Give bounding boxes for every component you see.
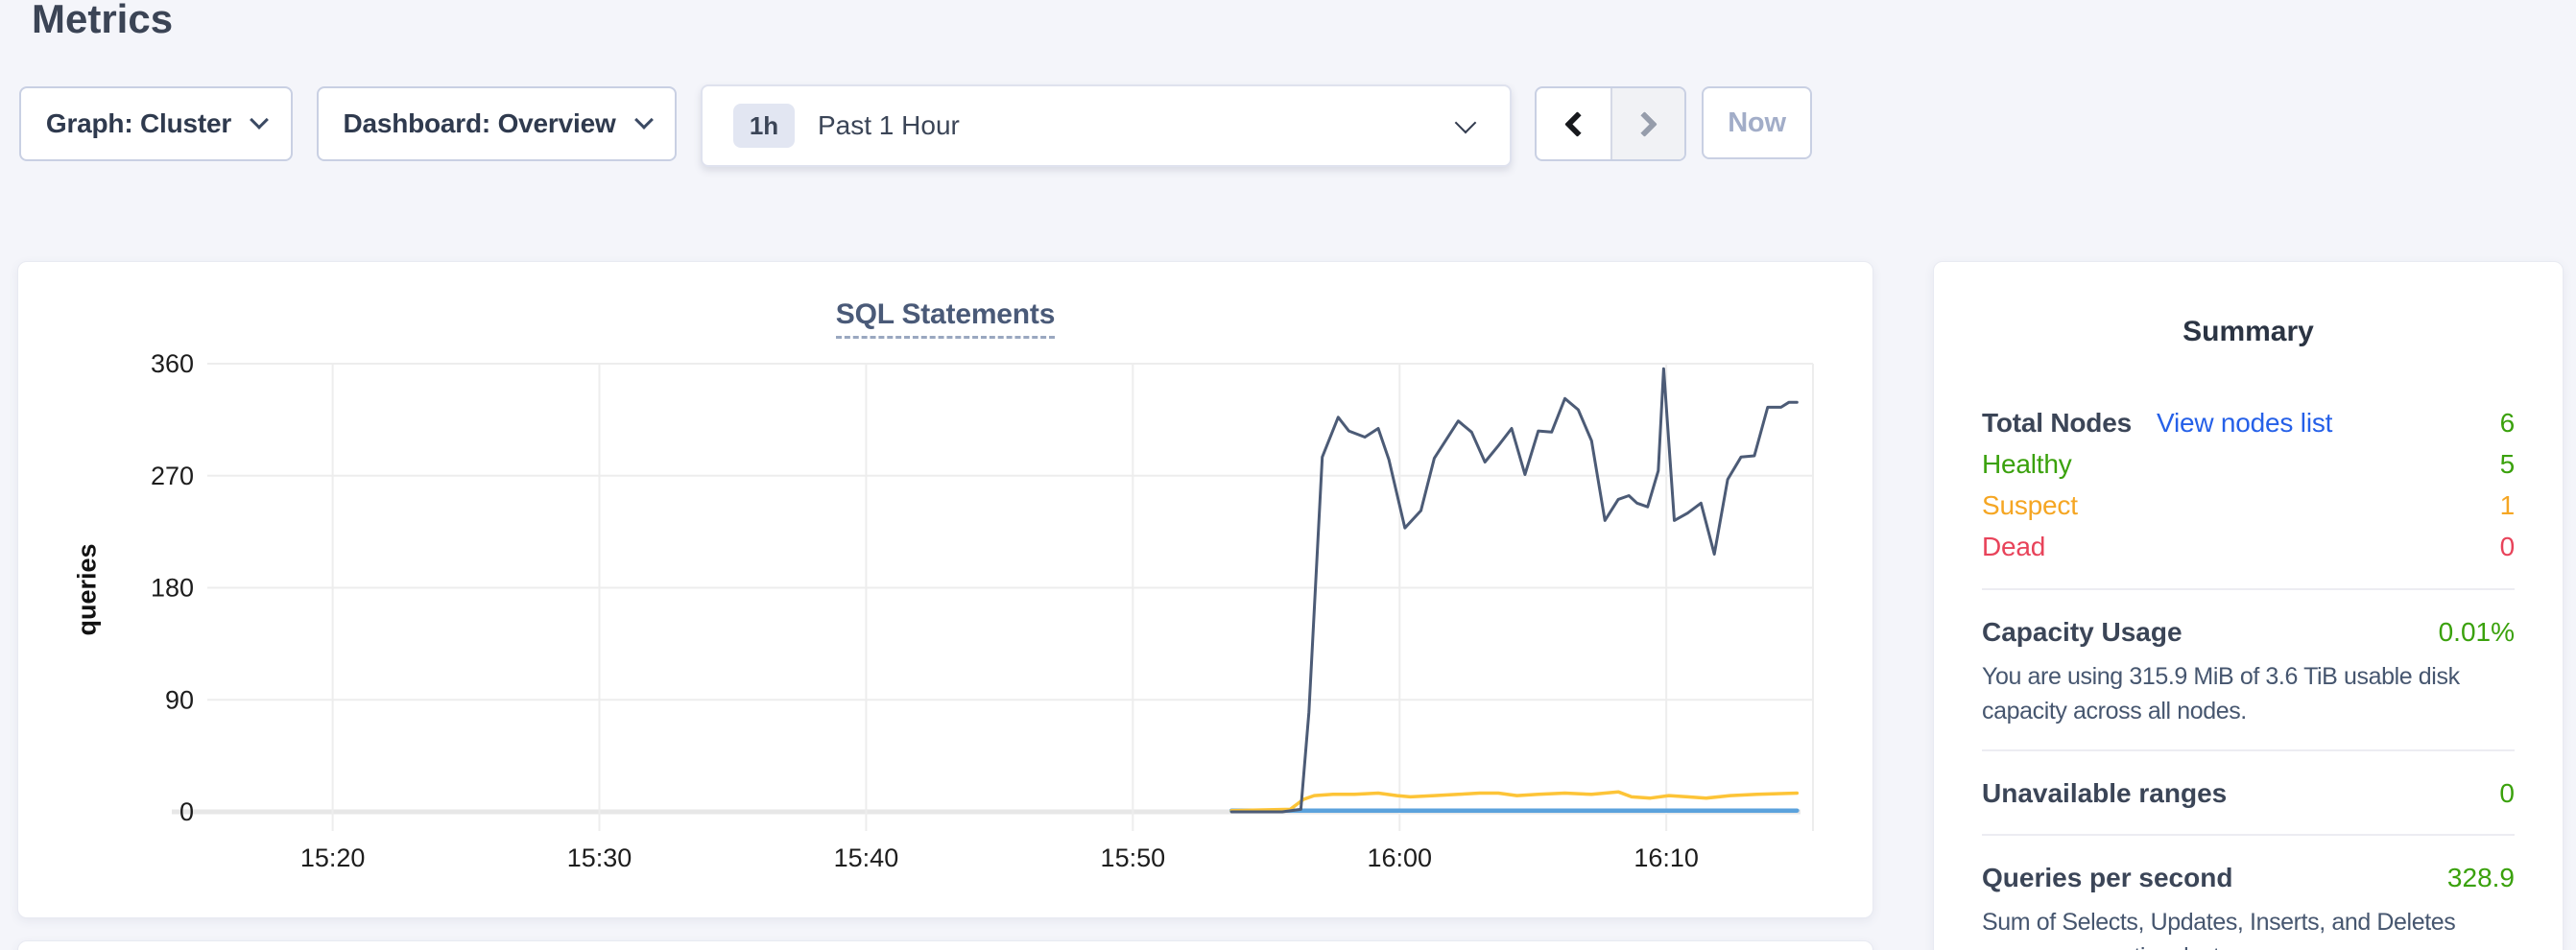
y-tick-label: 0 — [179, 797, 194, 826]
unavailable-ranges-row: Unavailable ranges 0 — [1982, 774, 2515, 813]
time-window-select[interactable]: 1h Past 1 Hour — [701, 84, 1512, 167]
total-nodes-value: 6 — [2499, 407, 2516, 438]
y-tick-label: 360 — [151, 349, 194, 378]
suspect-value: 1 — [2499, 489, 2516, 520]
prev-time-button[interactable] — [1537, 88, 1610, 159]
divider — [1982, 749, 2515, 751]
dead-nodes-row: Dead 0 — [1982, 526, 2515, 567]
queries-per-second-value: 328.9 — [2446, 863, 2515, 892]
unavailable-ranges-value: 0 — [2499, 778, 2515, 808]
healthy-nodes-row: Healthy 5 — [1982, 443, 2515, 485]
healthy-value: 5 — [2499, 448, 2516, 479]
chart-title[interactable]: SQL Statements — [835, 298, 1055, 339]
dead-value: 0 — [2499, 531, 2516, 561]
divider — [1982, 834, 2515, 836]
healthy-label: Healthy — [1982, 448, 2072, 479]
suspect-label: Suspect — [1982, 489, 2078, 520]
view-nodes-list-link[interactable]: View nodes list — [2156, 407, 2333, 438]
divider — [1982, 588, 2515, 590]
chevron-down-icon — [1454, 111, 1477, 134]
series-yellow — [1229, 790, 1800, 813]
summary-title: Summary — [2182, 316, 2314, 347]
page-title: Metrics — [32, 0, 174, 41]
graph-selector-label: Graph: Cluster — [45, 108, 232, 138]
suspect-nodes-row: Suspect 1 — [1982, 485, 2515, 526]
summary-panel: Summary Total Nodes View nodes list 6 He… — [1933, 261, 2564, 950]
total-nodes-label: Total Nodes — [1982, 407, 2132, 438]
sql-statements-card: SQL Statements queries 0 90 180 270 360 15:20… — [17, 261, 1873, 918]
queries-per-second-description: Sum of Selects, Updates, Inserts, and De… — [1982, 909, 2456, 950]
time-window-badge: 1h — [733, 104, 795, 148]
now-button-label: Now — [1728, 107, 1786, 138]
x-tick-label: 15:50 — [1101, 843, 1166, 872]
next-time-button-disabled — [1610, 88, 1684, 159]
dashboard-selector-dropdown[interactable]: Dashboard: Overview — [317, 86, 677, 161]
y-tick-label: 270 — [151, 462, 194, 490]
dead-label: Dead — [1982, 531, 2046, 561]
chevron-right-icon — [1632, 110, 1658, 137]
x-tick-label: 15:20 — [300, 843, 366, 872]
capacity-usage-value: 0.01% — [2438, 617, 2515, 647]
queries-per-second-row: Queries per second 328.9 — [1982, 859, 2515, 897]
x-tick-label: 15:30 — [567, 843, 632, 872]
x-tick-label: 15:40 — [834, 843, 899, 872]
time-pager — [1535, 86, 1686, 161]
capacity-usage-row: Capacity Usage 0.01% — [1982, 613, 2515, 652]
chevron-down-icon — [250, 110, 270, 130]
dashboard-selector-label: Dashboard: Overview — [343, 108, 616, 138]
chevron-down-icon — [633, 110, 654, 130]
x-tick-label: 16:10 — [1634, 843, 1699, 872]
y-tick-label: 90 — [165, 685, 194, 714]
capacity-usage-description: You are using 315.9 MiB of 3.6 TiB usabl… — [1982, 663, 2460, 724]
next-chart-card — [17, 940, 1873, 950]
y-tick-label: 180 — [151, 574, 194, 603]
time-window-label: Past 1 Hour — [818, 110, 960, 140]
now-button-disabled: Now — [1702, 86, 1812, 159]
series-navy — [1229, 367, 1799, 814]
total-nodes-row: Total Nodes View nodes list 6 — [1982, 402, 2515, 443]
chevron-left-icon — [1564, 110, 1590, 137]
capacity-usage-label: Capacity Usage — [1982, 617, 2182, 647]
queries-per-second-label: Queries per second — [1982, 863, 2233, 892]
unavailable-ranges-label: Unavailable ranges — [1982, 778, 2228, 808]
graph-selector-dropdown[interactable]: Graph: Cluster — [19, 86, 293, 161]
x-tick-label: 16:00 — [1367, 843, 1432, 872]
sql-statements-chart[interactable]: 0 90 180 270 360 15:20 15:30 15:40 15:50 16:00 16:… — [18, 262, 1874, 919]
